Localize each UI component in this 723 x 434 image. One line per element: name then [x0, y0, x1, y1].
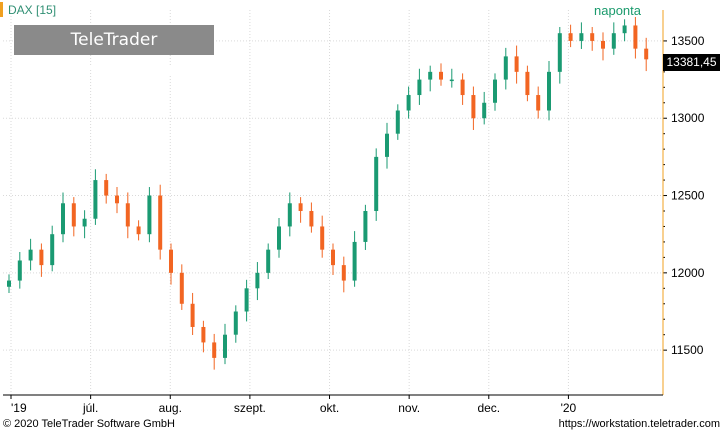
candle-body: [374, 156, 379, 212]
candle-body: [158, 195, 163, 250]
last-price-badge: 13381,45: [663, 54, 720, 71]
candle-body: [298, 203, 303, 212]
x-tick-label: '20: [561, 401, 577, 415]
candle-body: [233, 311, 238, 335]
candle-body: [255, 272, 260, 289]
candle-body: [633, 25, 638, 49]
candle-body: [460, 79, 465, 96]
candle-body: [601, 40, 605, 49]
candle-body: [536, 95, 541, 111]
x-tick-label: aug.: [159, 401, 182, 415]
candle-body: [71, 203, 76, 227]
period-label[interactable]: naponta: [594, 3, 641, 18]
x-tick-label: '19: [11, 401, 27, 415]
y-tick-label: 13000: [671, 111, 705, 125]
copyright-text: © 2020 TeleTrader Software GmbH: [3, 418, 175, 430]
x-tick-label: okt.: [320, 401, 339, 415]
candle-body: [611, 33, 616, 49]
candle-body: [136, 226, 141, 235]
candle-body: [331, 249, 335, 266]
candle-body: [115, 195, 119, 204]
candle-body: [406, 95, 411, 111]
candle-body: [644, 48, 649, 60]
candle-body: [179, 272, 184, 304]
candle-body: [309, 211, 314, 227]
candle-body: [579, 33, 584, 41]
candle-body: [590, 33, 595, 41]
source-url[interactable]: https://workstation.teletrader.com: [558, 418, 720, 430]
logo-text-1: TeleTrader: [70, 30, 158, 50]
candle-body: [104, 180, 109, 196]
teletrader-workstation-logo: TeleTrader WorkStation: [14, 25, 214, 80]
candle-body: [493, 79, 497, 103]
candle-body: [93, 180, 98, 219]
candle-body: [28, 249, 33, 261]
candle-body: [125, 203, 130, 227]
candle-body: [201, 326, 206, 343]
candle-body: [223, 334, 227, 358]
candle-body: [557, 33, 562, 72]
candle-body: [514, 56, 519, 72]
candle-body: [169, 249, 173, 273]
x-tick-label: nov.: [398, 401, 420, 415]
candle-body: [395, 110, 400, 134]
candle-body: [39, 249, 44, 266]
y-tick-label: 13500: [671, 34, 705, 48]
candle-body: [320, 226, 325, 250]
candle-body: [417, 79, 422, 96]
candle-body: [17, 260, 22, 281]
candle-body: [471, 95, 476, 119]
candle-body: [147, 195, 152, 235]
candle-body: [503, 56, 508, 80]
x-tick-label: júl.: [82, 401, 98, 415]
candle-body: [61, 203, 65, 235]
y-tick-label: 11500: [671, 343, 704, 357]
candle-body: [341, 265, 346, 281]
series-label[interactable]: DAX [15]: [8, 3, 57, 17]
candle-body: [385, 133, 389, 157]
candle-body: [50, 234, 55, 266]
x-tick-label: szept.: [234, 401, 266, 415]
candle-body: [277, 226, 281, 250]
candle-body: [266, 249, 271, 273]
candle-body: [212, 342, 217, 358]
candle-body: [568, 33, 573, 41]
candle-body: [622, 25, 627, 34]
series-color-marker: [0, 2, 3, 17]
candle-body: [439, 71, 443, 80]
candle-body: [363, 211, 368, 242]
candle-body: [547, 71, 551, 111]
candle-body: [7, 280, 11, 287]
candle-body: [287, 203, 292, 227]
y-tick-label: 12000: [671, 266, 705, 280]
candle-body: [82, 218, 87, 227]
candle-body: [244, 288, 249, 312]
y-tick-label: 12500: [671, 189, 705, 203]
candle-body: [428, 71, 433, 80]
candle-body: [482, 102, 487, 119]
x-tick-label: dec.: [477, 401, 500, 415]
candle-body: [190, 303, 195, 327]
candle-body: [352, 241, 357, 281]
candle-body: [525, 71, 530, 96]
candle-body: [449, 79, 454, 82]
logo-text-2: WorkStation: [54, 60, 174, 80]
